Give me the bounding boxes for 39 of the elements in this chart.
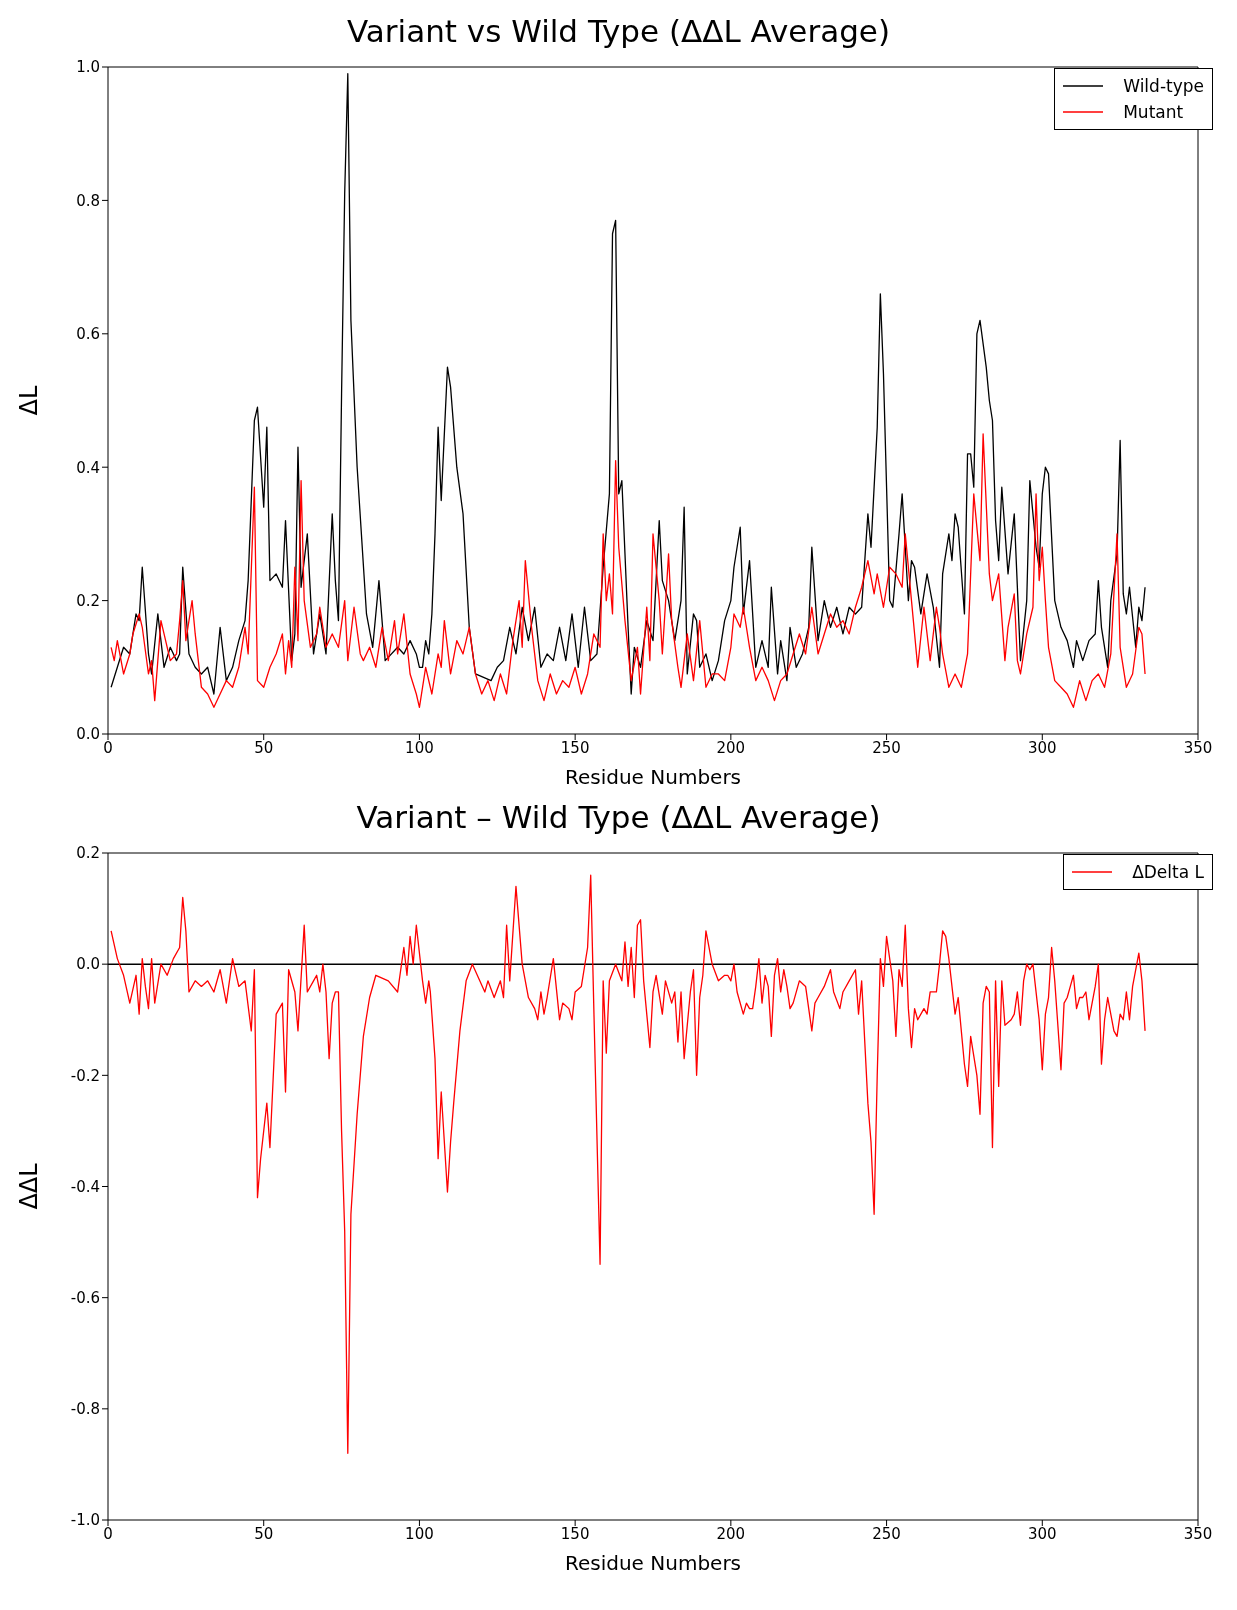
x-tick-label: 150: [560, 1524, 590, 1543]
line-series: [110, 433, 1146, 708]
chart-title: Variant – Wild Type (ΔΔL Average): [355, 798, 882, 837]
y-tick-label: -0.8: [70, 1400, 100, 1419]
chart-title: Variant vs Wild Type (ΔΔL Average): [346, 12, 891, 51]
y-tick-label: 1.0: [76, 58, 100, 77]
x-tick-label: 200: [716, 738, 746, 757]
x-tick-label: 50: [254, 738, 274, 757]
legend-label: ΔDelta L: [1132, 862, 1204, 882]
x-axis-title: Residue Numbers: [564, 1551, 742, 1575]
x-axis-title: Residue Numbers: [564, 765, 742, 789]
x-tick-label: 150: [560, 738, 590, 757]
legend-label: Mutant: [1123, 102, 1184, 122]
y-tick-label: -0.2: [70, 1066, 100, 1085]
x-tick-label: 0: [103, 738, 113, 757]
y-tick-label: -0.4: [70, 1177, 100, 1196]
y-axis-title: ΔΔL: [14, 1162, 43, 1210]
legend-label: Wild-type: [1123, 76, 1204, 96]
x-tick-label: 200: [716, 1524, 746, 1543]
x-tick-label: 50: [254, 1524, 274, 1543]
x-tick-label: 300: [1027, 1524, 1057, 1543]
y-tick-label: 0.2: [76, 591, 100, 610]
y-tick-label: 0.2: [76, 844, 100, 863]
y-tick-label: -1.0: [70, 1511, 100, 1530]
y-tick-label: 0.4: [76, 458, 100, 477]
x-tick-label: 0: [103, 1524, 113, 1543]
x-tick-label: 100: [405, 1524, 434, 1543]
y-tick-label: 0.0: [76, 725, 100, 744]
y-tick-label: 0.8: [76, 191, 100, 210]
x-tick-label: 350: [1183, 738, 1213, 757]
x-tick-label: 250: [872, 1524, 901, 1543]
y-tick-label: -0.6: [70, 1288, 100, 1307]
x-tick-label: 250: [872, 738, 901, 757]
x-tick-label: 350: [1183, 1524, 1213, 1543]
y-tick-label: 0.0: [76, 955, 100, 974]
x-tick-label: 100: [405, 738, 434, 757]
y-tick-label: 0.6: [76, 325, 100, 344]
x-tick-label: 300: [1027, 738, 1057, 757]
y-axis-title: ΔL: [14, 384, 43, 416]
